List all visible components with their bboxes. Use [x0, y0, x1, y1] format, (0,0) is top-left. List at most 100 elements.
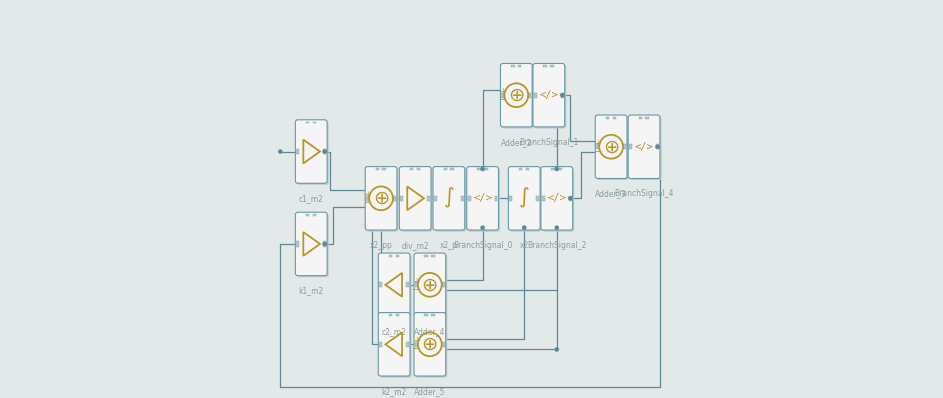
- FancyBboxPatch shape: [297, 121, 329, 185]
- Bar: [306, 122, 309, 123]
- FancyBboxPatch shape: [416, 255, 447, 318]
- Text: x2_p: x2_p: [439, 241, 458, 250]
- Text: BranchSignal_1: BranchSignal_1: [520, 138, 579, 146]
- Text: </>: </>: [547, 193, 566, 203]
- FancyBboxPatch shape: [508, 167, 540, 230]
- Bar: [434, 196, 437, 201]
- Text: ⊕: ⊕: [422, 275, 438, 294]
- Circle shape: [655, 144, 660, 149]
- Bar: [424, 255, 428, 257]
- Bar: [613, 117, 616, 119]
- Text: +: +: [413, 336, 420, 345]
- Bar: [623, 144, 626, 149]
- Circle shape: [554, 225, 559, 230]
- Bar: [629, 144, 632, 149]
- Text: BranchSignal_0: BranchSignal_0: [453, 241, 512, 250]
- Circle shape: [554, 347, 559, 352]
- Circle shape: [480, 167, 485, 171]
- Bar: [296, 149, 299, 154]
- Bar: [389, 314, 392, 316]
- Bar: [442, 342, 445, 347]
- Text: BranchSignal_2: BranchSignal_2: [527, 241, 587, 250]
- Bar: [406, 282, 409, 287]
- Text: </>: </>: [539, 90, 558, 100]
- Bar: [296, 241, 299, 246]
- FancyBboxPatch shape: [628, 115, 660, 178]
- Text: +: +: [364, 190, 371, 199]
- Text: +: +: [594, 139, 601, 148]
- FancyBboxPatch shape: [433, 167, 465, 230]
- Bar: [400, 196, 403, 201]
- FancyBboxPatch shape: [467, 167, 499, 230]
- FancyBboxPatch shape: [378, 253, 410, 316]
- Text: div_m2: div_m2: [402, 241, 429, 250]
- Circle shape: [554, 167, 559, 171]
- Bar: [558, 168, 562, 170]
- Text: x2: x2: [520, 241, 529, 250]
- Bar: [537, 196, 539, 201]
- Circle shape: [522, 225, 526, 230]
- Bar: [424, 314, 428, 316]
- Bar: [313, 214, 316, 216]
- FancyBboxPatch shape: [295, 120, 327, 183]
- Text: </>: </>: [473, 193, 492, 203]
- FancyBboxPatch shape: [416, 314, 447, 378]
- Bar: [431, 314, 435, 316]
- Bar: [638, 117, 642, 119]
- Bar: [484, 168, 488, 170]
- FancyBboxPatch shape: [630, 117, 661, 180]
- Text: x2_pp: x2_pp: [370, 241, 392, 250]
- Bar: [366, 196, 369, 201]
- Bar: [427, 196, 430, 201]
- Bar: [552, 168, 555, 170]
- Bar: [528, 93, 531, 98]
- Bar: [495, 196, 498, 201]
- FancyBboxPatch shape: [380, 255, 411, 318]
- Bar: [410, 168, 413, 170]
- Text: Adder_4: Adder_4: [414, 327, 446, 336]
- Bar: [569, 196, 571, 201]
- Text: ⊕: ⊕: [372, 189, 389, 208]
- FancyBboxPatch shape: [501, 63, 532, 127]
- Text: </>: </>: [635, 142, 653, 152]
- FancyBboxPatch shape: [542, 168, 574, 232]
- Circle shape: [323, 149, 327, 154]
- Bar: [395, 255, 399, 257]
- Text: +: +: [500, 87, 506, 96]
- Text: k1_m2: k1_m2: [299, 287, 323, 295]
- Text: ∫: ∫: [519, 186, 530, 207]
- Circle shape: [480, 225, 485, 230]
- Text: −: −: [412, 285, 421, 295]
- Bar: [379, 282, 382, 287]
- Bar: [451, 168, 454, 170]
- FancyBboxPatch shape: [541, 167, 572, 230]
- Text: ⊕: ⊕: [508, 86, 524, 105]
- Text: −: −: [363, 198, 372, 208]
- Bar: [406, 342, 409, 347]
- FancyBboxPatch shape: [367, 168, 399, 232]
- Bar: [511, 65, 515, 67]
- FancyBboxPatch shape: [297, 214, 329, 277]
- FancyBboxPatch shape: [414, 253, 446, 316]
- Bar: [509, 196, 512, 201]
- Bar: [645, 117, 649, 119]
- Text: ∫: ∫: [443, 186, 455, 207]
- Circle shape: [560, 93, 565, 98]
- FancyBboxPatch shape: [380, 314, 411, 378]
- Bar: [561, 93, 564, 98]
- Circle shape: [568, 196, 572, 201]
- Bar: [656, 144, 659, 149]
- Text: Adder_2: Adder_2: [501, 138, 532, 146]
- FancyBboxPatch shape: [295, 212, 327, 276]
- FancyBboxPatch shape: [502, 65, 534, 129]
- Bar: [393, 196, 396, 201]
- Bar: [323, 241, 326, 246]
- FancyBboxPatch shape: [378, 312, 410, 376]
- Text: Adder_5: Adder_5: [414, 387, 446, 396]
- FancyBboxPatch shape: [414, 312, 446, 376]
- Text: c2_m2: c2_m2: [382, 327, 406, 336]
- Bar: [502, 93, 505, 98]
- Bar: [518, 65, 521, 67]
- Circle shape: [278, 149, 283, 154]
- Bar: [389, 255, 392, 257]
